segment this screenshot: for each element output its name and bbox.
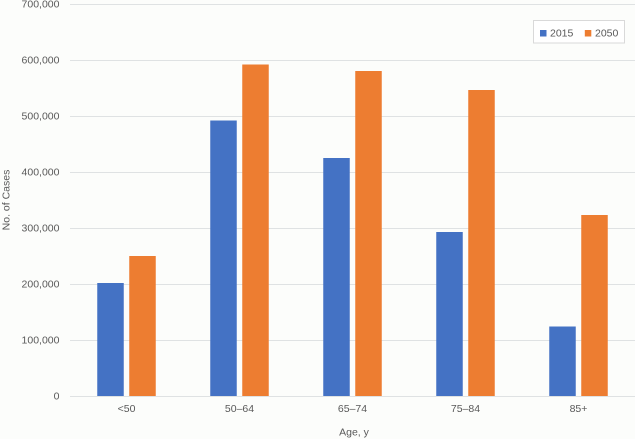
svg-text:2050: 2050 bbox=[595, 28, 619, 40]
svg-text:65–74: 65–74 bbox=[338, 403, 367, 415]
svg-text:0: 0 bbox=[54, 391, 60, 403]
svg-text:400,000: 400,000 bbox=[22, 167, 60, 179]
svg-text:300,000: 300,000 bbox=[22, 223, 60, 235]
svg-text:50–64: 50–64 bbox=[225, 403, 254, 415]
svg-text:2015: 2015 bbox=[550, 28, 574, 40]
svg-text:500,000: 500,000 bbox=[22, 111, 60, 123]
svg-text:100,000: 100,000 bbox=[22, 335, 60, 347]
svg-text:700,000: 700,000 bbox=[22, 0, 60, 11]
svg-text:75–84: 75–84 bbox=[451, 403, 480, 415]
svg-text:No. of Cases: No. of Cases bbox=[1, 170, 13, 231]
svg-text:200,000: 200,000 bbox=[22, 279, 60, 291]
svg-text:85+: 85+ bbox=[570, 403, 588, 415]
svg-text:<50: <50 bbox=[118, 403, 136, 415]
svg-text:Age, y: Age, y bbox=[339, 427, 370, 439]
svg-text:600,000: 600,000 bbox=[22, 55, 60, 67]
